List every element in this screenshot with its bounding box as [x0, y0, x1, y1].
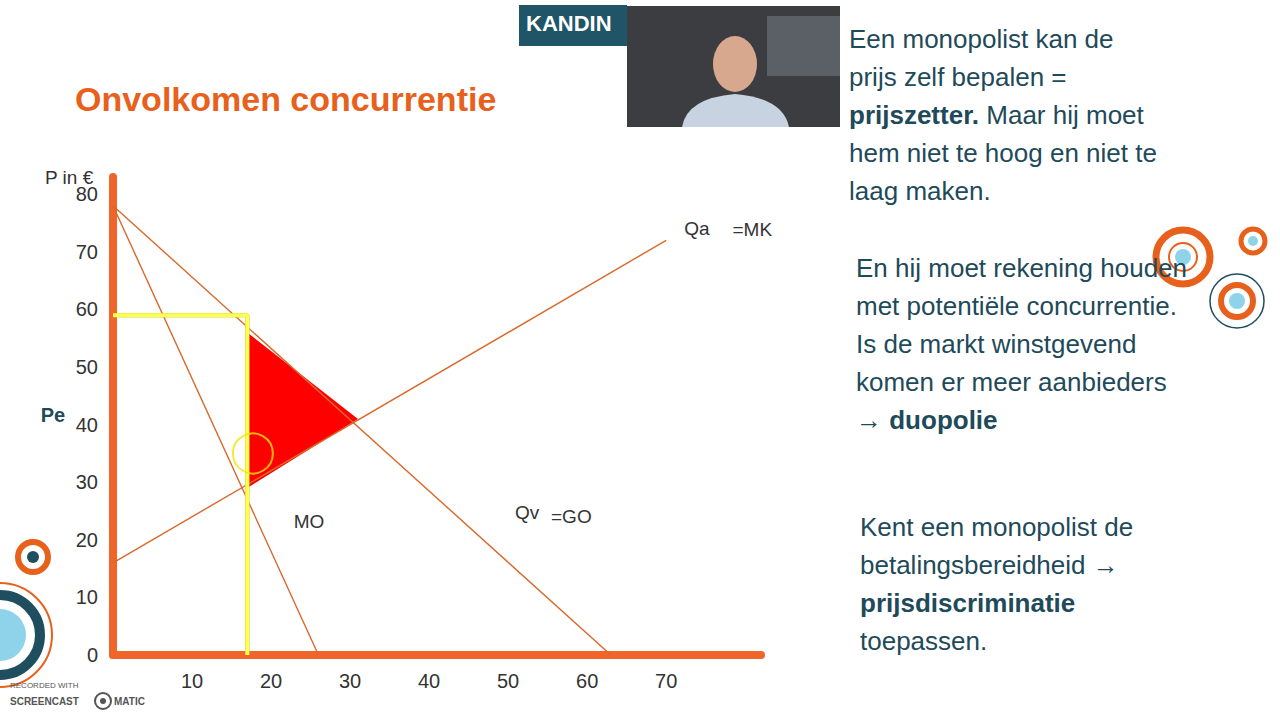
svg-text:30: 30 [76, 471, 98, 493]
svg-text:70: 70 [76, 241, 98, 263]
svg-text:0: 0 [87, 644, 98, 666]
svg-text:30: 30 [339, 670, 361, 692]
svg-text:10: 10 [76, 586, 98, 608]
html-text:prijszetter. Maar hij moet hem: prijszetter. Maar hij moet hem niet te h… [849, 100, 1157, 206]
html-text:RECORDED WITH: RECORDED WITH [10, 681, 79, 690]
svg-text:P in €: P in € [45, 167, 94, 188]
svg-text:Qa: Qa [684, 218, 710, 239]
svg-text:=MK: =MK [733, 219, 773, 240]
svg-text:Qv: Qv [515, 502, 540, 523]
html-text:MATIC: MATIC [114, 696, 145, 707]
svg-text:20: 20 [76, 529, 98, 551]
html-text:prijsdiscriminatie: prijsdiscriminatie [860, 588, 1076, 618]
svg-text:40: 40 [76, 414, 98, 436]
svg-text:10: 10 [181, 670, 203, 692]
svg-text:40: 40 [418, 670, 440, 692]
svg-text:60: 60 [576, 670, 598, 692]
svg-text:=GO: =GO [551, 506, 592, 527]
svg-text:20: 20 [260, 670, 282, 692]
svg-text:70: 70 [655, 670, 677, 692]
svg-text:MO: MO [294, 511, 325, 532]
html-text:Kent een monopolist de betalin: Kent een monopolist de betalingsbereidhe… [860, 512, 1134, 580]
html-text:SCREENCAST: SCREENCAST [10, 696, 79, 707]
svg-text:50: 50 [497, 670, 519, 692]
html-text:Onvolkomen concurrentie: Onvolkomen concurrentie [75, 80, 497, 118]
html-text:Een monopolist kan de prijs ze: Een monopolist kan de prijs zelf bepalen… [849, 24, 1114, 92]
html-text:toepassen.: toepassen. [860, 626, 988, 656]
html-text:KANDIN: KANDIN [526, 11, 612, 36]
html-text:En hij moet rekening houden me: En hij moet rekening houden met potentië… [856, 253, 1187, 435]
svg-text:Pe: Pe [41, 404, 65, 426]
svg-text:80: 80 [75, 183, 98, 206]
svg-text:50: 50 [76, 356, 98, 378]
svg-text:60: 60 [76, 298, 98, 320]
